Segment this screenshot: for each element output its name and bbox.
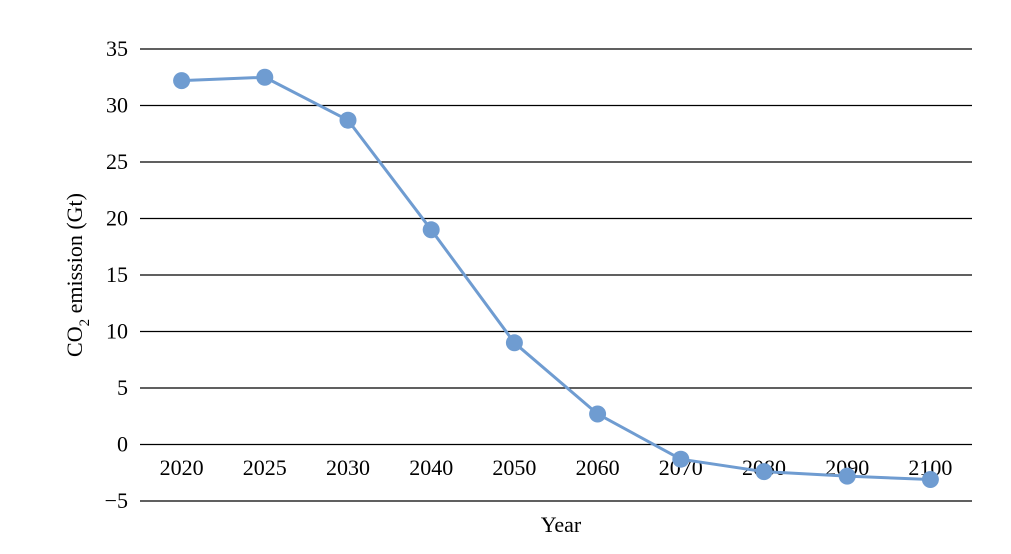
data-point: [921, 471, 939, 489]
y-axis-title-rest: emission (Gt): [62, 193, 87, 319]
y-axis-title-subscript: 2: [77, 319, 93, 327]
y-tick-label: 25: [106, 149, 128, 174]
series-group: [173, 68, 939, 489]
series-line: [181, 75, 931, 482]
y-tick-label: 35: [106, 36, 128, 61]
data-point: [505, 334, 523, 352]
y-axis-ticks: −5 0 5 10 15 20 25 30 35: [105, 36, 128, 513]
y-tick-label: 10: [106, 319, 128, 344]
x-axis-title: Year: [541, 512, 582, 537]
y-tick-label: 20: [106, 206, 128, 231]
y-axis-title-main: CO: [62, 326, 87, 357]
x-tick-label: 2025: [243, 455, 287, 480]
data-point: [422, 221, 440, 239]
x-tick-label: 2030: [326, 455, 370, 480]
y-tick-label: 30: [106, 93, 128, 118]
y-tick-label: 15: [106, 262, 128, 287]
data-point: [672, 450, 690, 468]
data-point: [256, 68, 274, 86]
gridlines: [140, 48, 972, 502]
x-tick-label: 2040: [409, 455, 453, 480]
data-point: [755, 463, 773, 481]
data-point: [173, 72, 191, 90]
x-tick-label: 2020: [160, 455, 204, 480]
x-tick-label: 2060: [576, 455, 620, 480]
y-tick-label: 5: [117, 375, 128, 400]
data-point: [838, 467, 856, 485]
x-tick-label: 2050: [492, 455, 536, 480]
y-tick-label: −5: [105, 488, 128, 513]
y-tick-label: 0: [117, 432, 128, 457]
y-axis-title: CO2 emission (Gt): [62, 193, 93, 357]
data-point: [589, 405, 607, 423]
data-point: [339, 111, 357, 129]
